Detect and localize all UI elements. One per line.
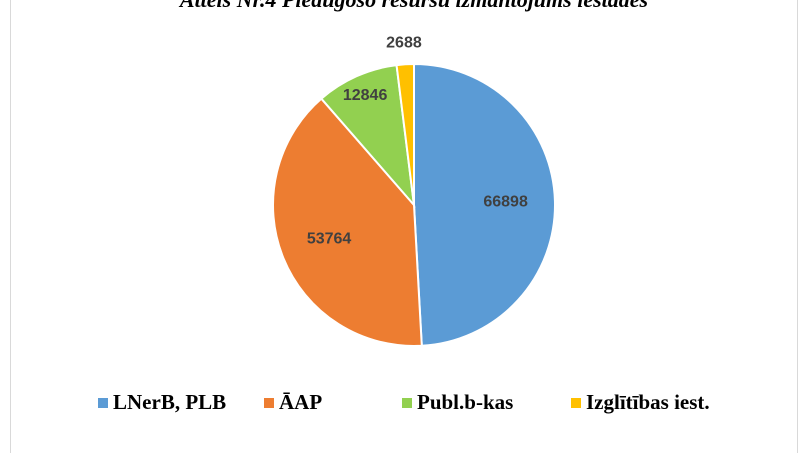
pie-slice [413,62,556,347]
legend-swatch [98,398,108,408]
pie-slice [319,63,416,209]
legend-swatch [402,398,412,408]
legend-label: LNerB, PLB [113,390,226,414]
pie-slice [395,62,415,206]
legend-label: ĀAP [279,390,322,414]
data-label: 12846 [343,87,388,104]
legend-label: Publ.b-kas [417,390,513,414]
data-label: 66898 [483,194,528,211]
pie-slice [272,97,423,347]
data-label: 53764 [307,231,352,248]
data-label: 2688 [386,34,422,51]
legend-swatch [571,398,581,408]
legend-label: Izglītības iest. [586,390,710,414]
legend-swatch [264,398,274,408]
chart-title: Attēls Nr.4 Pieaugošo resursu izmantojum… [178,0,648,12]
